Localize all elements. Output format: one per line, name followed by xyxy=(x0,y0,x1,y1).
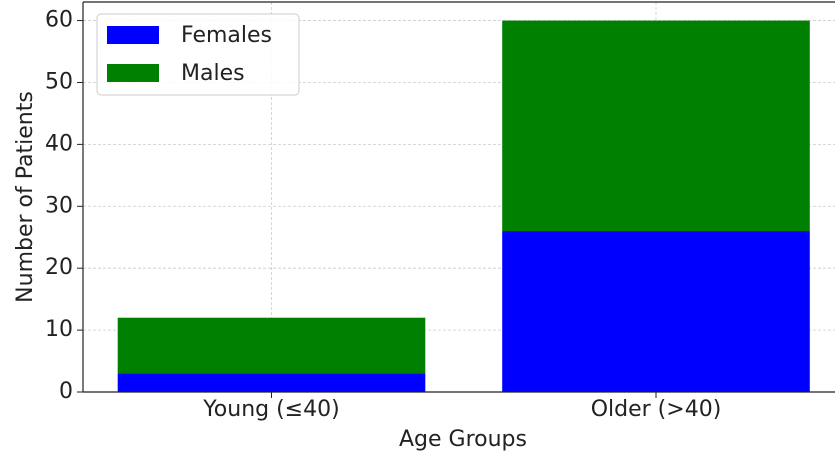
y-tick-label: 10 xyxy=(45,317,73,342)
bar-segment xyxy=(117,373,426,392)
bars xyxy=(117,20,810,392)
x-tick-label: Young (≤40) xyxy=(202,397,339,422)
y-tick-label: 0 xyxy=(59,379,73,404)
legend-swatch xyxy=(107,26,159,44)
y-tick-label: 40 xyxy=(45,131,73,156)
x-tick-label: Older (>40) xyxy=(591,397,722,422)
legend-label: Females xyxy=(181,23,272,48)
y-tick-label: 30 xyxy=(45,193,73,218)
y-tick-label: 60 xyxy=(45,8,73,33)
y-axis-label: Number of Patients xyxy=(13,91,38,303)
bar-segment xyxy=(502,231,810,392)
legend-label: Males xyxy=(181,61,245,86)
x-axis-label: Age Groups xyxy=(399,427,527,452)
legend-swatch xyxy=(107,64,159,82)
y-tick-label: 20 xyxy=(45,255,73,280)
bar-segment xyxy=(502,20,810,232)
bar-segment xyxy=(117,317,426,374)
y-tick-label: 50 xyxy=(45,69,73,94)
